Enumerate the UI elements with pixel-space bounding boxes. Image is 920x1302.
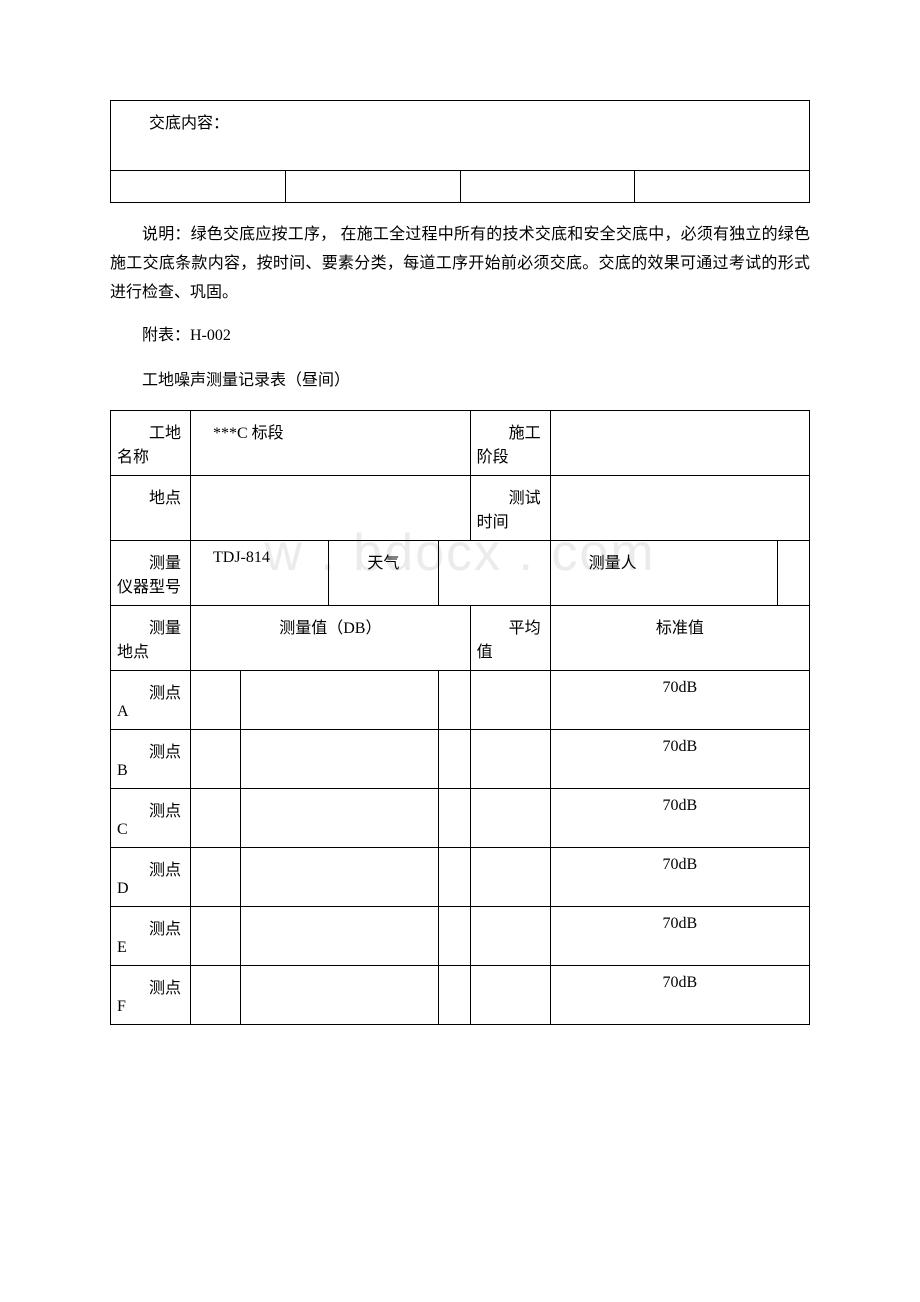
- point-d-v2: [241, 848, 439, 907]
- measurer-value: [778, 541, 810, 606]
- point-e-avg: [470, 907, 550, 966]
- site-name-label: 工地名称: [111, 411, 191, 476]
- point-b-label: 测点 B: [111, 730, 191, 789]
- header-standard: 标准值: [550, 606, 809, 671]
- point-c-v2: [241, 789, 439, 848]
- measurer-label: 测量人: [550, 541, 778, 606]
- point-e-std: 70dB: [550, 907, 809, 966]
- point-f-v2: [241, 966, 439, 1025]
- empty-cell: [285, 171, 460, 203]
- point-c-std: 70dB: [550, 789, 809, 848]
- point-f-v1: [191, 966, 241, 1025]
- weather-label: 天气: [328, 541, 438, 606]
- point-b-v3: [438, 730, 470, 789]
- document-content: 交底内容： 说明：绿色交底应按工序， 在施工全过程中所有的技术交底和安全交底中，…: [110, 100, 810, 1025]
- point-a-std: 70dB: [550, 671, 809, 730]
- weather-value: [438, 541, 550, 606]
- test-time-value: [550, 476, 809, 541]
- empty-cell: [635, 171, 810, 203]
- point-b-std: 70dB: [550, 730, 809, 789]
- point-a-avg: [470, 671, 550, 730]
- instrument-label: 测量仪器型号: [111, 541, 191, 606]
- site-name-value: ***C 标段: [191, 411, 471, 476]
- point-f-label: 测点 F: [111, 966, 191, 1025]
- header-location: 测量地点: [111, 606, 191, 671]
- top-table: 交底内容：: [110, 100, 810, 203]
- point-e-v1: [191, 907, 241, 966]
- point-f-v3: [438, 966, 470, 1025]
- point-a-v3: [438, 671, 470, 730]
- point-b-avg: [470, 730, 550, 789]
- point-d-avg: [470, 848, 550, 907]
- point-d-v1: [191, 848, 241, 907]
- empty-cell: [111, 171, 286, 203]
- point-b-v2: [241, 730, 439, 789]
- point-c-v1: [191, 789, 241, 848]
- point-a-label: 测点 A: [111, 671, 191, 730]
- attachment-label: 附表：H-002: [110, 321, 810, 351]
- test-time-label: 测试时间: [470, 476, 550, 541]
- point-d-std: 70dB: [550, 848, 809, 907]
- point-c-label: 测点 C: [111, 789, 191, 848]
- point-d-label: 测点 D: [111, 848, 191, 907]
- point-e-v3: [438, 907, 470, 966]
- point-f-std: 70dB: [550, 966, 809, 1025]
- point-c-v3: [438, 789, 470, 848]
- header-average: 平均值: [470, 606, 550, 671]
- phase-value: [550, 411, 809, 476]
- phase-label: 施工阶段: [470, 411, 550, 476]
- point-a-v2: [241, 671, 439, 730]
- empty-cell: [460, 171, 635, 203]
- table-subtitle: 工地噪声测量记录表（昼间）: [110, 366, 810, 396]
- point-a-v1: [191, 671, 241, 730]
- noise-record-table: 工地名称 ***C 标段 施工阶段 地点 测试时间 测量仪器型号 TDJ-814…: [110, 410, 810, 1025]
- header-measure-value: 测量值（DB）: [191, 606, 471, 671]
- instrument-value: TDJ-814: [191, 541, 329, 606]
- location-value: [191, 476, 471, 541]
- content-label-cell: 交底内容：: [111, 101, 810, 171]
- point-d-v3: [438, 848, 470, 907]
- point-e-label: 测点 E: [111, 907, 191, 966]
- point-e-v2: [241, 907, 439, 966]
- point-f-avg: [470, 966, 550, 1025]
- point-c-avg: [470, 789, 550, 848]
- description-paragraph: 说明：绿色交底应按工序， 在施工全过程中所有的技术交底和安全交底中，必须有独立的…: [110, 221, 810, 307]
- location-label: 地点: [111, 476, 191, 541]
- point-b-v1: [191, 730, 241, 789]
